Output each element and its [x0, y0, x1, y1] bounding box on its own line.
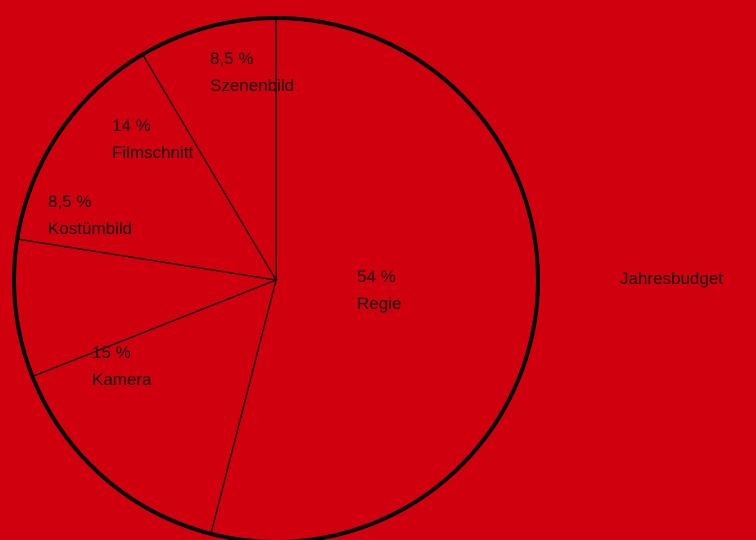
slice-name-label: Kamera	[92, 370, 152, 389]
pie-outline	[12, 16, 540, 540]
slice-name-label: Filmschnitt	[112, 143, 194, 162]
slice-name-label: Szenenbild	[210, 76, 294, 95]
chart-title: Jahresbudget	[620, 269, 723, 288]
slice-value-label: 8,5 %	[48, 192, 91, 211]
slice-value-label: 54 %	[357, 267, 396, 286]
pie-slices	[13, 17, 539, 540]
slice-value-label: 14 %	[112, 116, 151, 135]
slice-value-label: 15 %	[92, 343, 131, 362]
slice-labels: 54 % Regie 15 % Kamera 8,5 % Kostümbild 14 % Fi…	[48, 49, 401, 389]
slice-name-label: Regie	[357, 294, 401, 313]
slice-name-label: Kostümbild	[48, 219, 132, 238]
slice-value-label: 8,5 %	[210, 49, 253, 68]
